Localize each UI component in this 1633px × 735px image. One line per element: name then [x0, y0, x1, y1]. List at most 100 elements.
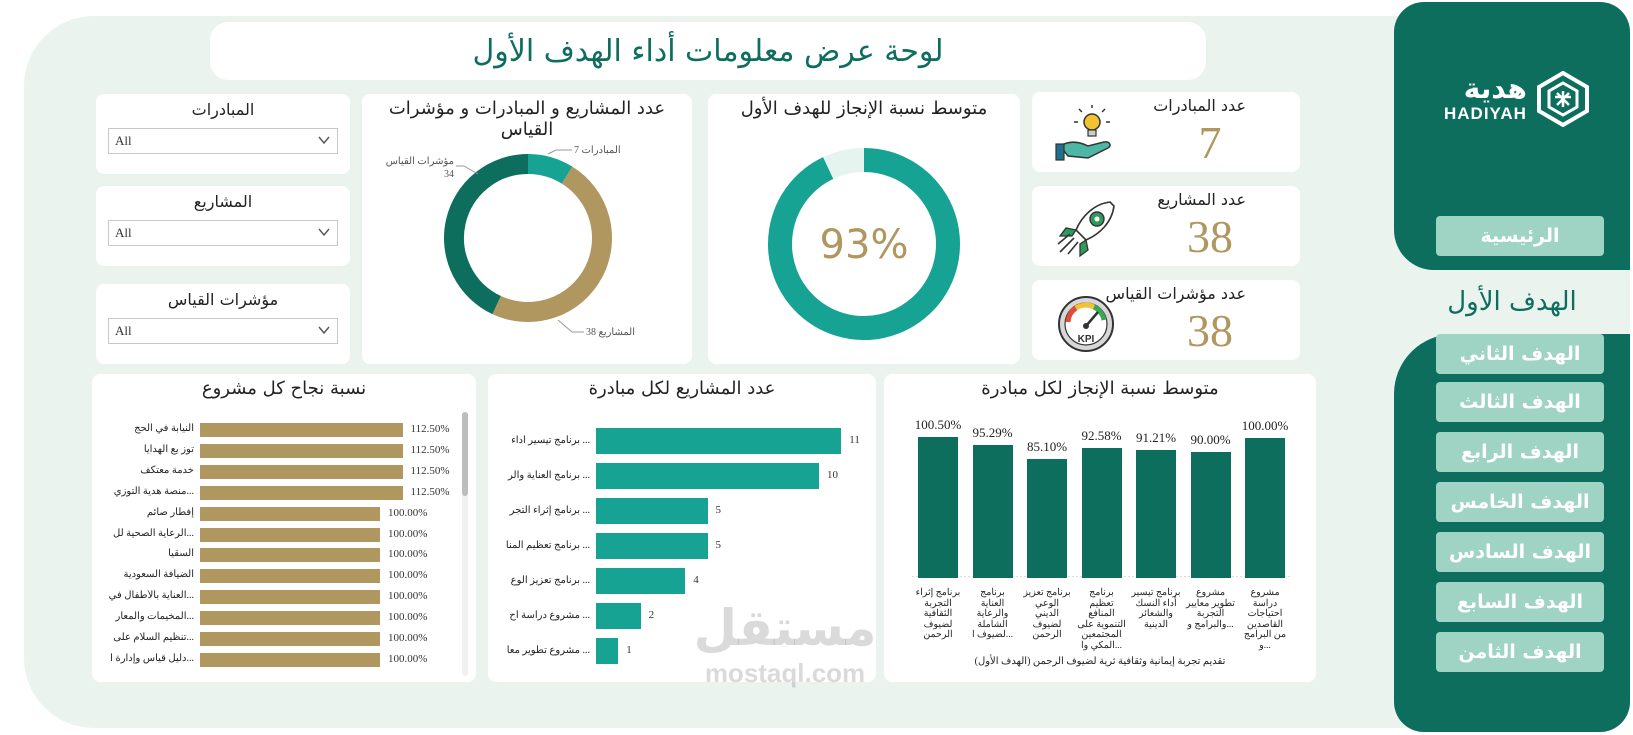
- bar: [596, 463, 819, 489]
- bar-value-label: 112.50%: [410, 464, 450, 477]
- donut-slice-المشاريع: [492, 166, 612, 322]
- bar-category-label: ...منصة هدية التوزي: [113, 485, 194, 497]
- nav-goal-3[interactable]: الهدف الثالث: [1436, 382, 1604, 422]
- bar-category-label: ...تنظيم السلام على: [113, 632, 194, 643]
- watermark: مستقل mostaql.com: [690, 598, 880, 692]
- bar-value-label: 5: [715, 504, 722, 516]
- bar: [200, 632, 380, 646]
- dropdown-value: All: [115, 323, 132, 338]
- nav-goal-2[interactable]: الهدف الثاني: [1436, 334, 1604, 374]
- bar-value-label: 100.00%: [388, 527, 428, 540]
- nav-goal-4[interactable]: الهدف الرابع: [1436, 432, 1604, 472]
- bar-value-label: 85.10%: [1026, 438, 1068, 454]
- donut-slice-remaining: [823, 148, 865, 180]
- bar-category-label: ... برنامج إثراء التجر: [509, 505, 590, 516]
- hand-lightbulb-icon: [1055, 105, 1111, 161]
- indicators-dropdown[interactable]: All: [108, 318, 338, 344]
- bar: [200, 423, 403, 437]
- kpi-label: عدد المشاريع: [1157, 190, 1246, 209]
- kpi-value: 38: [1187, 211, 1233, 262]
- nav-home[interactable]: الرئيسية: [1436, 216, 1604, 256]
- achievement-donut-panel: متوسط نسبة الإنجاز للهدف الأول 93%: [708, 94, 1020, 364]
- nav-goal-5[interactable]: الهدف الخامس: [1436, 482, 1604, 522]
- page-title: لوحة عرض معلومات أداء الهدف الأول: [472, 33, 944, 69]
- kpi-label: عدد مؤشرات القياس: [1105, 284, 1246, 303]
- initiatives-dropdown[interactable]: All: [108, 128, 338, 154]
- bar-category-label: مشروع تطوير معايير التجربة والبرامج و...: [1186, 588, 1235, 630]
- nav-label: الهدف الثالث: [1459, 391, 1581, 413]
- chart-scrollbar[interactable]: [462, 412, 468, 676]
- nav-goal-7[interactable]: الهدف السابع: [1436, 582, 1604, 622]
- donut-counts-chart: 7 المبادرات 38 المشاريع مؤشرات القياس 34: [386, 145, 635, 338]
- bar-category-label: برنامج العناية والرعاية الشاملة لضيوف ا.…: [972, 588, 1013, 640]
- bar-value-label: 1: [626, 644, 632, 656]
- nav-goal-1-active[interactable]: الهدف الأول: [1394, 270, 1630, 334]
- nav-label: الهدف الأول: [1447, 287, 1577, 317]
- kpi-value: 7: [1198, 117, 1222, 168]
- slice-label: 7 المبادرات: [574, 145, 621, 156]
- bar-value-label: 100.00%: [388, 548, 428, 561]
- svg-text:KPI: KPI: [1078, 334, 1095, 345]
- bar: [200, 590, 380, 605]
- scrollbar-thumb[interactable]: [462, 412, 468, 496]
- slice-value-label: 34: [444, 169, 454, 180]
- slicer-title: المبادرات: [191, 100, 255, 119]
- nav-label: الهدف الثامن: [1458, 641, 1582, 663]
- slicer-title: مؤشرات القياس: [167, 290, 279, 309]
- donut-slice-المبادرات: [527, 154, 573, 184]
- leader-line: [547, 149, 572, 155]
- bar-value-label: 4: [693, 574, 699, 586]
- bar: [200, 548, 380, 563]
- bar-value-label: 90.00%: [1190, 432, 1231, 447]
- sidebar-top: هدية HADIYAH الرئيسية: [1394, 2, 1630, 270]
- bar-value-label: 100.50%: [914, 417, 962, 433]
- bar-category-label: ...دليل قياس وإدارة ا: [110, 652, 194, 664]
- bar-category-label: برنامج تيسير أداء النسك والشعائر الدينية: [1131, 588, 1181, 630]
- dropdown-value: All: [115, 225, 132, 240]
- donut-counts-panel: عدد المشاريع و المبادرات و مؤشرات القياس…: [362, 94, 692, 364]
- bar-category-label: السقيا: [168, 548, 194, 560]
- bar: [596, 498, 708, 524]
- donut-slice-achieved: [768, 148, 960, 340]
- bar-category-label: ... برنامج تعزيز الوع: [510, 575, 590, 586]
- bar-category-label: إفطار صائم: [146, 506, 194, 518]
- donut-slice-مؤشرات القياس: [444, 154, 529, 315]
- bar-value-label: 10: [827, 469, 838, 481]
- projects-dropdown[interactable]: All: [108, 220, 338, 246]
- bar-category-label: برنامج تعظيم المنافع التنموية على المجتم…: [1077, 588, 1126, 651]
- bar-value-label: 100.00%: [388, 506, 428, 519]
- bar: [918, 437, 958, 578]
- chevron-down-icon: [318, 228, 330, 237]
- watermark-english: mostaql.com: [704, 658, 866, 688]
- bar: [200, 611, 380, 626]
- page-header: لوحة عرض معلومات أداء الهدف الأول: [210, 22, 1206, 80]
- bar: [200, 569, 380, 584]
- bar-category-label: برنامج إثراء التجربة الثقافية لضيوف الرح…: [915, 588, 961, 640]
- nav-label: الهدف الرابع: [1461, 441, 1579, 463]
- chevron-down-icon: [318, 326, 330, 335]
- nav-label: الهدف الخامس: [1450, 491, 1590, 513]
- bar-category-label: مشروع دراسة احتياجات القاصدين من البرامج…: [1243, 588, 1287, 651]
- slice-label: مؤشرات القياس: [386, 156, 454, 167]
- bar: [596, 568, 686, 594]
- bar: [200, 464, 403, 479]
- chevron-down-icon: [318, 136, 330, 145]
- bar-category-label: ... مشروع تطوير معا: [506, 645, 590, 656]
- leader-line: [557, 319, 584, 333]
- nav-goal-8[interactable]: الهدف الثامن: [1436, 632, 1604, 672]
- hadiyah-logo: هدية HADIYAH: [1444, 68, 1594, 130]
- nav-label: الهدف السادس: [1449, 541, 1591, 563]
- center-value-label: 93%: [820, 222, 909, 268]
- dropdown-value: All: [115, 133, 132, 148]
- bar: [1027, 458, 1067, 578]
- nav-label: الرئيسية: [1480, 225, 1560, 247]
- bar: [596, 603, 641, 629]
- bar-value-label: 112.50%: [410, 443, 450, 456]
- bar-category-label: ... برنامج تعظيم المنا: [505, 540, 590, 551]
- watermark-arabic: مستقل: [693, 599, 877, 657]
- bar: [1245, 438, 1285, 578]
- bar: [200, 527, 380, 542]
- bar-category-label: ... مشروع دراسة اح: [509, 610, 590, 621]
- kpi-value: 38: [1187, 305, 1233, 356]
- nav-goal-6[interactable]: الهدف السادس: [1436, 532, 1604, 572]
